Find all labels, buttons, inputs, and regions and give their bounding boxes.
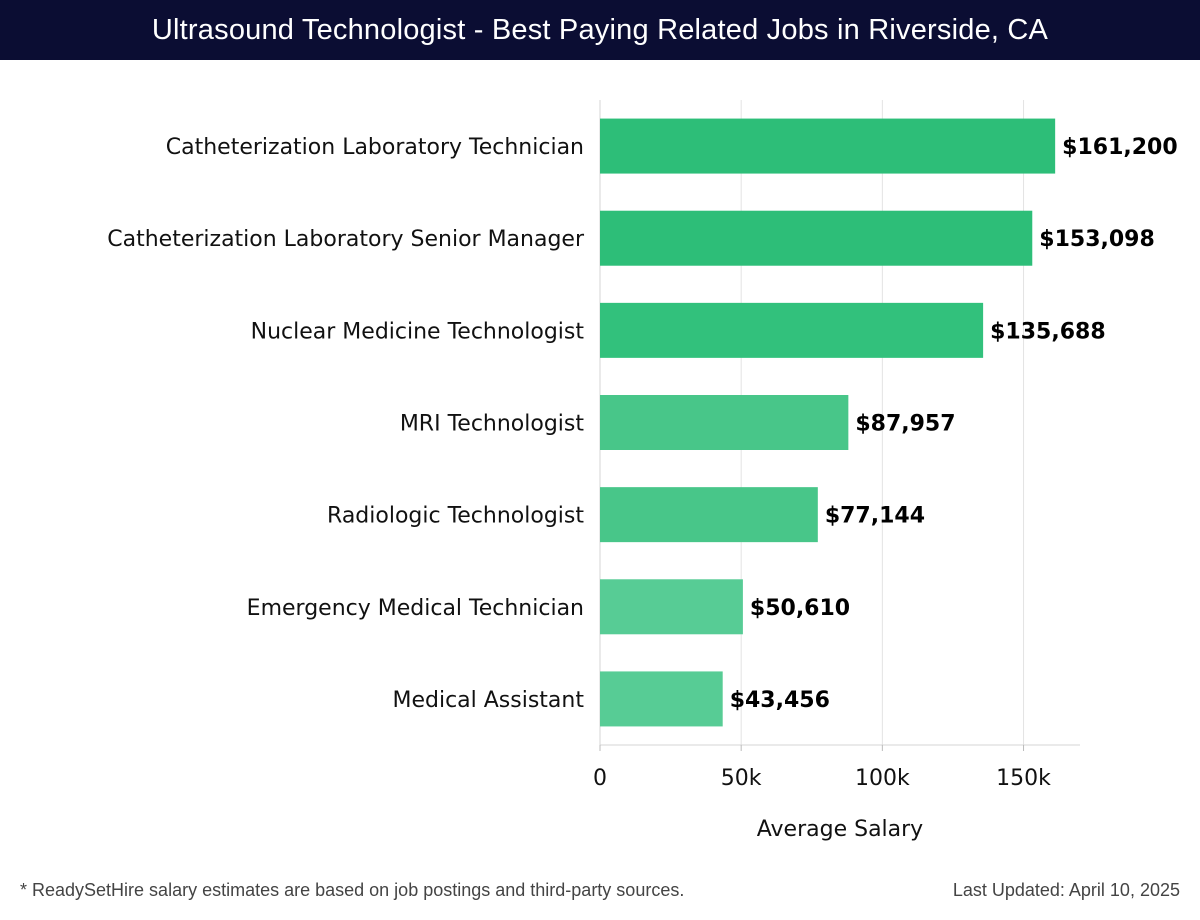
category-label: Radiologic Technologist [327,504,584,529]
bar [600,395,849,450]
x-tick-label: 0 [593,766,607,791]
chart-title: Ultrasound Technologist - Best Paying Re… [0,0,1200,60]
bar [600,118,1056,174]
category-label: Catheterization Laboratory Technician [166,135,584,160]
category-label: Emergency Medical Technician [247,596,584,621]
value-label: $77,144 [825,504,925,529]
bar [600,579,743,635]
category-label: MRI Technologist [400,412,585,437]
x-axis-label: Average Salary [757,817,923,842]
bar [600,210,1033,266]
value-label: $135,688 [990,319,1106,344]
bar-chart: Catheterization Laboratory Technician $16… [107,100,1178,842]
category-label: Catheterization Laboratory Senior Manage… [107,227,585,252]
value-label: $153,098 [1039,227,1155,252]
x-tick-label: 150k [996,766,1051,791]
value-label: $161,200 [1062,135,1178,160]
bar [600,487,818,543]
footer-note: * ReadySetHire salary estimates are base… [20,880,685,900]
category-label: Medical Assistant [392,688,584,713]
category-label: Nuclear Medicine Technologist [251,319,585,344]
value-label: $50,610 [750,596,850,621]
bar [600,671,723,727]
bar [600,302,984,358]
last-updated: Last Updated: April 10, 2025 [952,880,1180,900]
x-tick-label: 100k [855,766,910,791]
value-label: $87,957 [855,412,955,437]
value-label: $43,456 [730,688,830,713]
x-tick-label: 50k [721,766,762,791]
